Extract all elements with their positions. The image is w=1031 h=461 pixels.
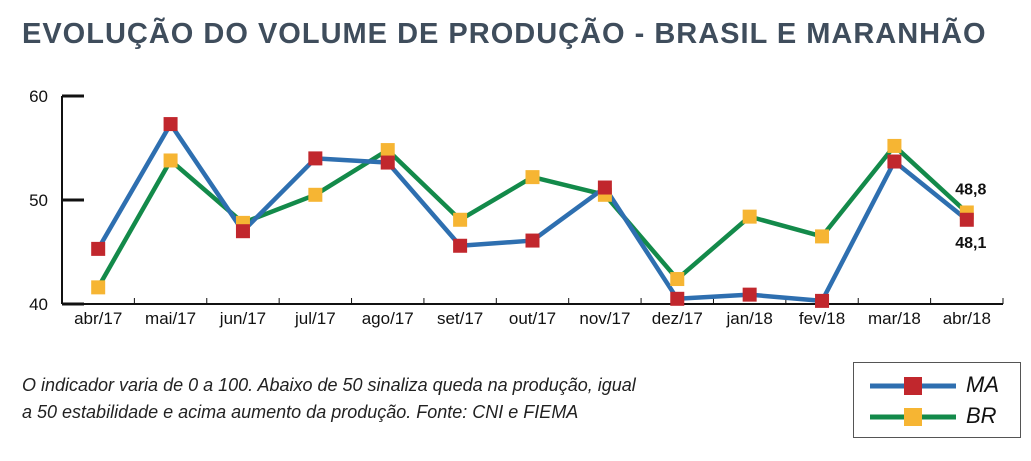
data-point-br bbox=[525, 170, 540, 185]
data-point-ma bbox=[453, 238, 468, 253]
data-point-ma bbox=[163, 117, 178, 132]
data-point-br bbox=[380, 143, 395, 158]
data-point-ma bbox=[525, 233, 540, 248]
legend-item-ma: MA bbox=[854, 370, 1020, 400]
x-tick-label: abr/18 bbox=[943, 309, 991, 328]
x-tick-label: jun/17 bbox=[219, 309, 266, 328]
data-point-br bbox=[815, 229, 830, 244]
footnote-line-2: a 50 estabilidade e acima aumento da pro… bbox=[22, 402, 579, 422]
x-tick-label: nov/17 bbox=[579, 309, 630, 328]
x-tick-label: jan/18 bbox=[725, 309, 772, 328]
y-tick-label: 50 bbox=[29, 191, 48, 210]
data-point-br bbox=[163, 153, 178, 168]
y-tick-label: 60 bbox=[29, 87, 48, 106]
x-tick-label: fev/18 bbox=[799, 309, 845, 328]
x-tick-label: abr/17 bbox=[74, 309, 122, 328]
chart-legend: MA BR bbox=[853, 362, 1021, 438]
x-tick-label: ago/17 bbox=[362, 309, 414, 328]
data-point-br bbox=[91, 280, 106, 295]
data-point-br bbox=[453, 212, 468, 227]
legend-label-ma: MA bbox=[966, 372, 999, 397]
data-point-ma bbox=[815, 293, 830, 308]
data-point-ma bbox=[959, 212, 974, 227]
footnote-line-1: O indicador varia de 0 a 100. Abaixo de … bbox=[22, 375, 636, 395]
data-point-ma bbox=[887, 154, 902, 169]
data-point-br bbox=[887, 138, 902, 153]
data-label-br: 48,8 bbox=[955, 181, 986, 198]
x-tick-label: out/17 bbox=[509, 309, 556, 328]
data-point-ma bbox=[380, 155, 395, 170]
data-point-ma bbox=[597, 180, 612, 195]
x-tick-label: jul/17 bbox=[294, 309, 336, 328]
legend-swatch-ma bbox=[870, 377, 956, 395]
legend-swatch-br bbox=[870, 408, 956, 426]
series-line-br bbox=[96, 143, 969, 289]
data-point-br bbox=[308, 187, 323, 202]
data-point-br bbox=[742, 209, 757, 224]
data-point-ma bbox=[235, 224, 250, 239]
chart-title: EVOLUÇÃO DO VOLUME DE PRODUÇÃO - BRASIL … bbox=[22, 18, 987, 50]
x-tick-label: set/17 bbox=[437, 309, 483, 328]
data-point-ma bbox=[742, 287, 757, 302]
y-tick-label: 40 bbox=[29, 295, 48, 314]
x-tick-label: mai/17 bbox=[145, 309, 196, 328]
data-point-ma bbox=[670, 291, 685, 306]
data-point-ma bbox=[91, 241, 106, 256]
legend-item-br: BR bbox=[854, 401, 1020, 431]
series-line-ma bbox=[96, 121, 969, 304]
data-point-ma bbox=[308, 151, 323, 166]
x-tick-label: dez/17 bbox=[652, 309, 703, 328]
legend-label-br: BR bbox=[966, 403, 997, 428]
chart-footnote: O indicador varia de 0 a 100. Abaixo de … bbox=[22, 372, 822, 426]
data-label-ma: 48,1 bbox=[955, 235, 986, 252]
x-tick-label: mar/18 bbox=[868, 309, 921, 328]
data-point-br bbox=[670, 272, 685, 287]
